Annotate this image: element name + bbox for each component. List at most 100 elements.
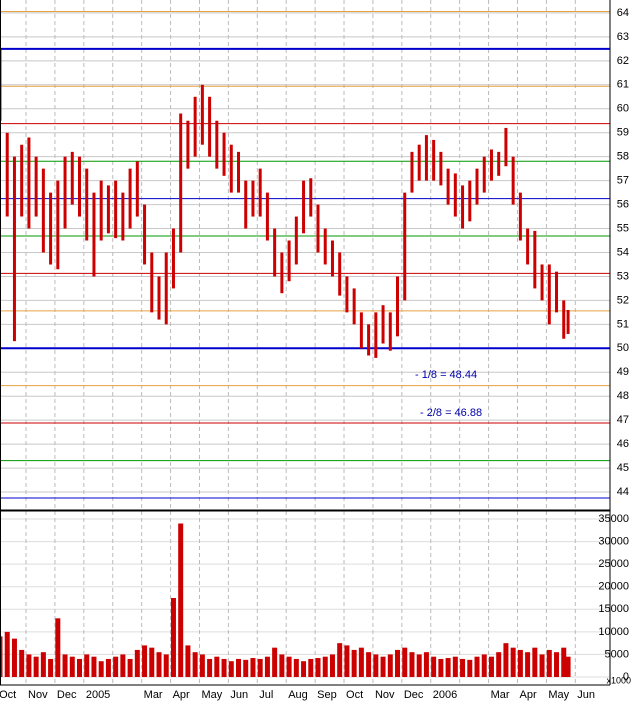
volume-bar	[26, 654, 32, 678]
volume-bar	[293, 658, 299, 678]
y-tick-label: 63	[617, 31, 629, 43]
y-tick-label: 64	[617, 7, 629, 19]
volume-bar	[62, 654, 68, 678]
volume-bar	[11, 638, 17, 678]
volume-bar	[178, 523, 184, 678]
volume-bar	[185, 645, 191, 678]
volume-bar	[510, 647, 516, 678]
volume-bar	[565, 656, 571, 678]
y-tick-label: 10000	[598, 626, 629, 638]
y-tick-label: 55	[617, 222, 629, 234]
volume-bar	[452, 656, 458, 678]
volume-bar	[532, 647, 538, 678]
volume-bar	[308, 658, 314, 678]
y-tick-label: 52	[617, 294, 629, 306]
unit-label: x1000	[606, 675, 631, 685]
volume-bar	[0, 636, 3, 678]
annotation: - 1/8 = 48.44	[415, 369, 477, 381]
y-tick-label: 5000	[605, 648, 629, 660]
volume-bar	[4, 631, 10, 678]
volume-bar	[19, 649, 25, 678]
y-tick-label: 56	[617, 198, 629, 210]
volume-bar	[344, 645, 350, 678]
y-tick-label: 48	[617, 390, 629, 402]
y-tick-label: 50	[617, 342, 629, 354]
volume-bar	[525, 652, 531, 678]
volume-bar	[228, 661, 234, 678]
x-tick-label: 2006	[433, 689, 457, 701]
volume-bar	[149, 647, 155, 678]
x-tick-label: Sep	[317, 689, 337, 701]
y-tick-label: 57	[617, 175, 629, 187]
volume-bar	[438, 658, 444, 678]
x-tick-label: Oct	[0, 689, 16, 701]
x-tick-label: Oct	[346, 689, 363, 701]
x-tick-label: Mar	[144, 689, 163, 701]
y-tick-label: 25000	[598, 558, 629, 570]
volume-bar	[272, 647, 278, 678]
volume-bar	[40, 652, 46, 678]
volume-bar	[170, 598, 176, 678]
volume-bar	[488, 656, 494, 678]
x-tick-label: 2005	[86, 689, 110, 701]
volume-bar	[481, 654, 487, 678]
volume-bar	[221, 658, 227, 678]
volume-bar	[474, 656, 480, 678]
volume-bar	[539, 654, 545, 678]
x-tick-label: Nov	[375, 689, 395, 701]
volume-bar	[358, 647, 364, 678]
volume-bar	[91, 656, 97, 678]
volume-bar	[207, 658, 213, 678]
volume-bar	[445, 658, 451, 678]
volume-bar	[402, 647, 408, 678]
volume-bar	[142, 645, 148, 678]
volume-bar	[322, 656, 328, 678]
y-tick-label: 54	[617, 246, 629, 258]
volume-bar	[431, 656, 437, 678]
y-tick-label: 46	[617, 438, 629, 450]
volume-bar	[192, 652, 198, 678]
volume-bar	[120, 654, 126, 678]
x-tick-label: Apr	[173, 689, 190, 701]
volume-bar	[496, 652, 502, 678]
volume-bar	[373, 654, 379, 678]
volume-bar	[517, 649, 523, 678]
x-tick-label: Mar	[491, 689, 510, 701]
volume-bar	[423, 652, 429, 678]
y-tick-label: 60	[617, 103, 629, 115]
volume-bar	[98, 661, 104, 678]
volume-bar	[416, 654, 422, 678]
volume-bar	[561, 647, 567, 678]
volume-bar	[546, 649, 552, 678]
y-tick-label: 47	[617, 414, 629, 426]
x-tick-label: May	[201, 689, 222, 701]
x-tick-label: Jun	[230, 689, 248, 701]
x-tick-label: Nov	[28, 689, 48, 701]
volume-bar	[55, 618, 61, 678]
volume-bar	[337, 643, 343, 678]
y-tick-label: 15000	[598, 603, 629, 615]
y-tick-label: 30000	[598, 535, 629, 547]
volume-bar	[84, 654, 90, 678]
volume-bar	[503, 643, 509, 678]
volume-bar	[380, 656, 386, 678]
volume-bar	[77, 658, 83, 678]
volume-bar	[286, 656, 292, 678]
volume-bar	[460, 658, 466, 678]
x-tick-label: Jun	[577, 689, 595, 701]
volume-bar	[264, 656, 270, 678]
volume-bar	[48, 658, 54, 678]
volume-bar	[250, 658, 256, 678]
volume-bar	[214, 656, 220, 678]
volume-bar	[199, 654, 205, 678]
x-tick-label: Dec	[57, 689, 77, 701]
x-tick-label: Aug	[288, 689, 308, 701]
y-tick-label: 51	[617, 318, 629, 330]
volume-bar	[134, 649, 140, 678]
y-tick-label: 58	[617, 151, 629, 163]
x-tick-label: Jul	[259, 689, 273, 701]
x-tick-label: Apr	[519, 689, 536, 701]
y-tick-label: 44	[617, 486, 629, 498]
volume-bar	[315, 658, 321, 678]
